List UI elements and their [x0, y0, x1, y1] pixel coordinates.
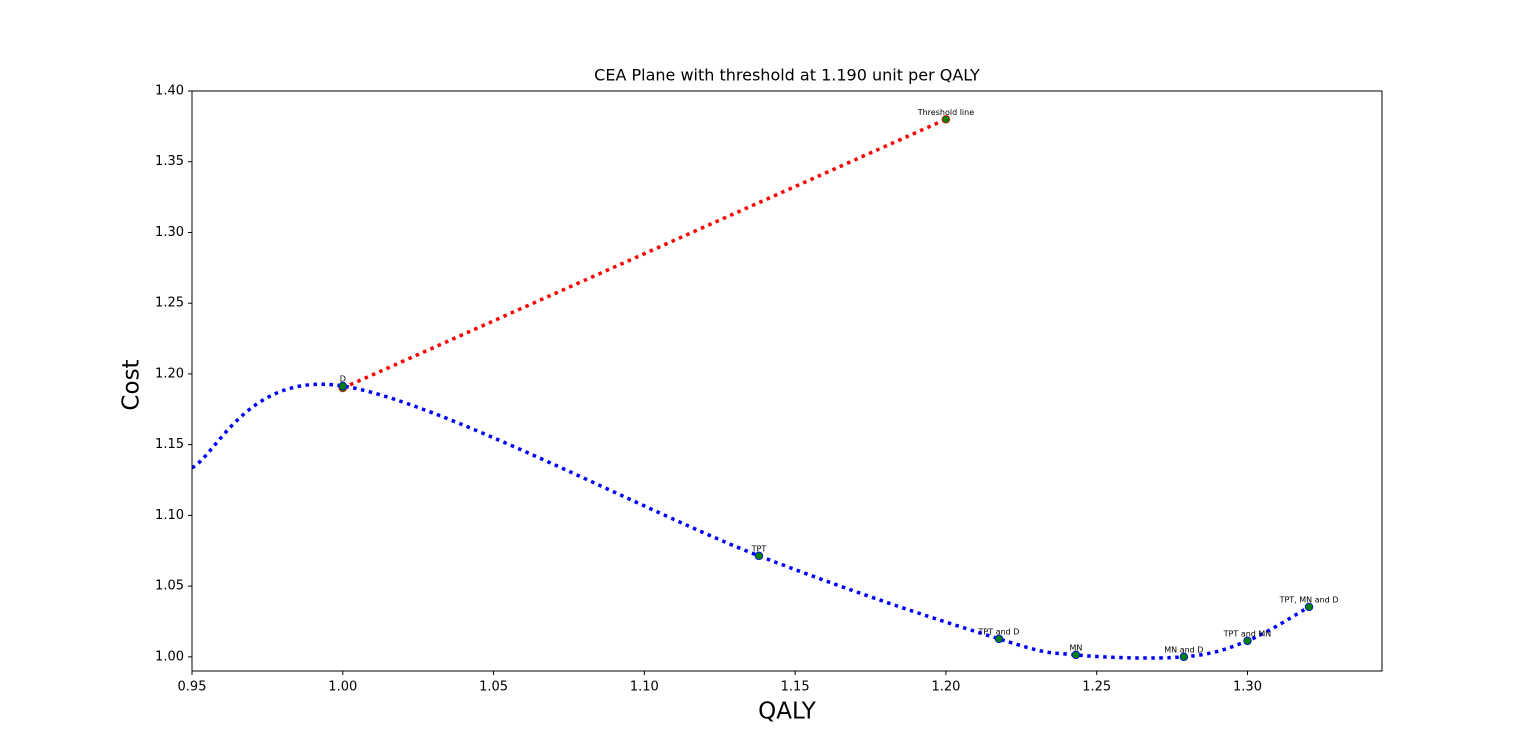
y-tick-label: 1.05 [155, 579, 184, 594]
x-tick-label: 1.00 [328, 680, 357, 695]
y-tick-label: 1.35 [155, 154, 184, 169]
y-tick-label: 1.40 [155, 84, 184, 99]
x-tick-label: 1.20 [931, 680, 960, 695]
point-label: TPT and MN [1223, 629, 1272, 638]
point-label: D [340, 374, 346, 383]
y-tick-label: 1.00 [155, 649, 184, 664]
x-tick-label: 1.15 [781, 680, 810, 695]
point [1243, 636, 1252, 646]
point [338, 381, 347, 391]
y-tick-label: 1.25 [155, 296, 184, 311]
point [754, 551, 764, 561]
point [994, 634, 1004, 644]
series-line [192, 382, 1310, 660]
point [941, 115, 951, 124]
x-tick-label: 0.95 [178, 680, 207, 695]
x-tick-label: 1.05 [479, 680, 508, 695]
y-tick-label: 1.15 [155, 437, 184, 452]
point [1179, 652, 1189, 662]
axes-frame [191, 90, 1383, 672]
point-label: MN [1069, 643, 1082, 652]
x-axis-label: QALY [758, 699, 817, 725]
point [1071, 650, 1081, 660]
x-tick-label: 1.30 [1233, 680, 1262, 695]
x-tick-label: 1.10 [630, 680, 659, 695]
y-tick-label: 1.10 [155, 508, 184, 523]
point [1304, 602, 1314, 612]
series-line [342, 117, 947, 390]
point-label: TPT [751, 544, 767, 553]
point-label: TPT and D [978, 627, 1020, 636]
y-tick-label: 1.20 [155, 366, 184, 381]
chart-title: CEA Plane with threshold at 1.190 unit p… [594, 66, 980, 85]
y-tick-label: 1.30 [155, 225, 184, 240]
y-axis-label: Cost [119, 359, 145, 410]
point-label: TPT, MN and D [1279, 595, 1339, 604]
point-label: Threshold line [917, 108, 974, 117]
plot-area [192, 115, 1314, 662]
x-tick-label: 1.25 [1082, 680, 1111, 695]
point-label: MN and D [1164, 645, 1203, 654]
